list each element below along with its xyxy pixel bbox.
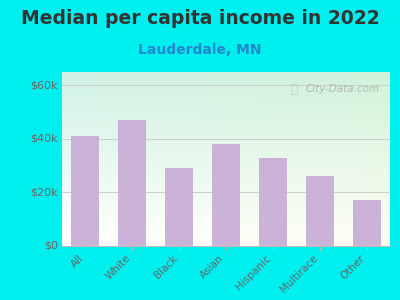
Text: Ⓢ: Ⓢ: [291, 83, 298, 96]
Text: City-Data.com: City-Data.com: [306, 84, 380, 94]
Text: Median per capita income in 2022: Median per capita income in 2022: [21, 9, 379, 28]
Text: $0: $0: [44, 241, 58, 251]
Text: $40k: $40k: [30, 134, 58, 144]
Text: Lauderdale, MN: Lauderdale, MN: [138, 44, 262, 58]
Text: $60k: $60k: [30, 80, 58, 90]
Bar: [259, 158, 287, 246]
Bar: [165, 168, 193, 246]
Text: $20k: $20k: [30, 188, 58, 197]
Bar: [306, 176, 334, 246]
Bar: [118, 120, 146, 246]
Bar: [352, 200, 381, 246]
Bar: [71, 136, 100, 246]
Bar: [212, 144, 240, 246]
